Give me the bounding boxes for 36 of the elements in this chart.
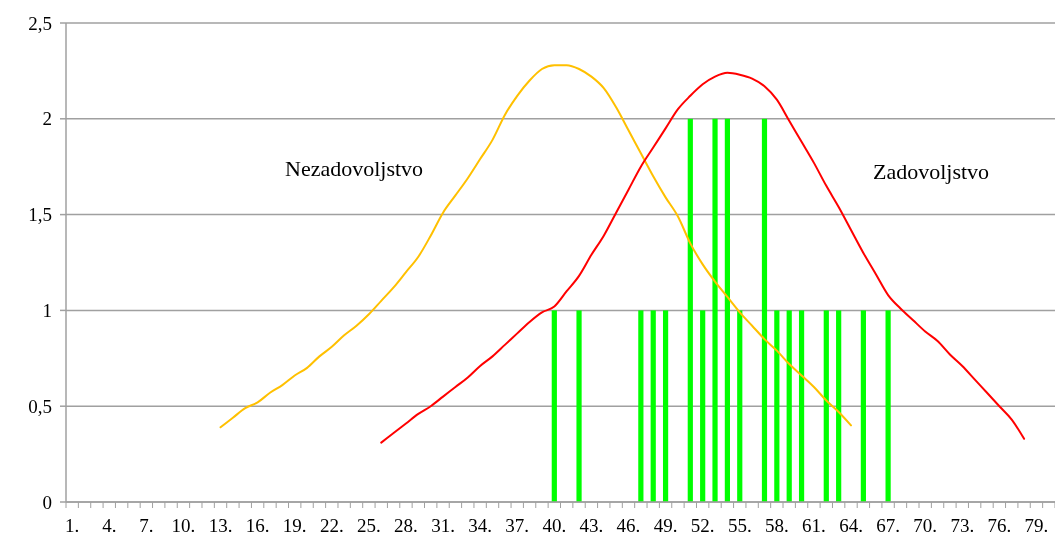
x-tick-label: 1. [65, 515, 80, 536]
x-tick-label: 46. [616, 515, 641, 536]
x-tick-label: 28. [394, 515, 418, 536]
x-tick-label: 79. [1024, 515, 1049, 536]
x-tick-label: 7. [139, 515, 154, 536]
x-tick-label: 25. [357, 515, 381, 536]
x-tick-label: 55. [727, 515, 752, 536]
line-series [219, 64, 853, 429]
x-tick-label: 37. [505, 515, 530, 536]
x-tick-label: 73. [950, 515, 975, 536]
y-tick-label: 1 [42, 300, 52, 322]
x-tick-label: 61. [802, 515, 826, 536]
x-tick-label: 22. [319, 515, 344, 536]
x-tick-label: 31. [431, 515, 455, 536]
x-tick-label: 52. [690, 515, 715, 536]
series-label: Zadovoljstvo [873, 159, 990, 184]
x-tick-label: 64. [839, 515, 863, 536]
x-tick-label: 76. [987, 515, 1012, 536]
y-tick-label: 2,5 [28, 12, 52, 34]
x-tick-label: 67. [876, 515, 900, 536]
x-tick-label: 58. [764, 515, 789, 536]
y-tick-label: 1,5 [28, 204, 52, 226]
x-tick-label: 43. [579, 515, 604, 536]
x-tick-label: 40. [542, 515, 567, 536]
y-tick-label: 0,5 [28, 395, 52, 417]
series-label: Nezadovoljstvo [285, 156, 424, 181]
x-tick-label: 16. [245, 515, 270, 536]
x-tick-label: 4. [102, 515, 117, 536]
x-tick-label: 34. [468, 515, 493, 536]
x-tick-label: 49. [653, 515, 678, 536]
x-tick-label: 19. [282, 515, 307, 536]
y-tick-label: 0 [42, 491, 52, 513]
x-tick-label: 13. [208, 515, 233, 536]
y-tick-label: 2 [42, 108, 52, 130]
x-tick-label: 10. [171, 515, 196, 536]
x-tick-label: 70. [913, 515, 938, 536]
